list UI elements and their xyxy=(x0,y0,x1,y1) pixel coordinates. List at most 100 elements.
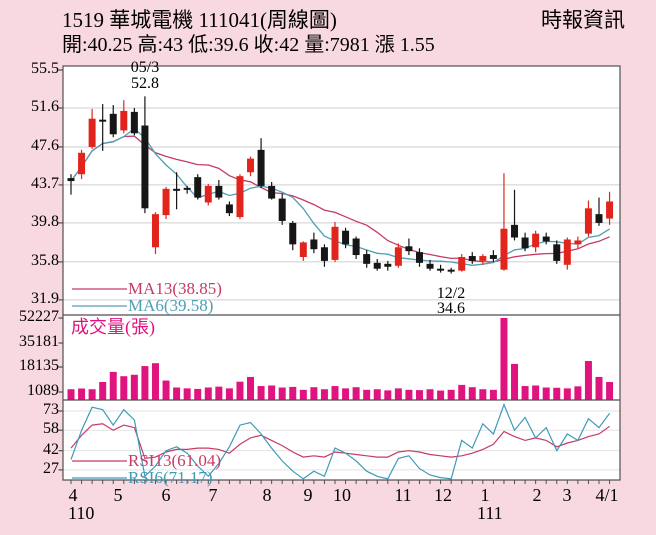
volume-bar xyxy=(236,381,244,400)
volume-bar xyxy=(173,387,181,400)
volume-bar xyxy=(405,389,413,400)
candle-down xyxy=(257,149,265,186)
volume-bar xyxy=(384,390,392,400)
candle-down xyxy=(320,247,328,261)
month-label: 10 xyxy=(333,485,351,505)
volume-bar xyxy=(204,387,212,400)
candle-down xyxy=(595,214,603,223)
volume-bar xyxy=(479,389,487,400)
volume-bar xyxy=(363,389,371,400)
candle-down xyxy=(511,224,519,238)
candle-up xyxy=(151,214,159,248)
price-tick-label: 43.7 xyxy=(31,175,59,192)
candle-down xyxy=(310,239,318,250)
volume-bar xyxy=(532,385,540,400)
volume-bar xyxy=(373,389,381,400)
volume-bar xyxy=(342,388,350,400)
annotation-peak-value: 52.8 xyxy=(131,75,159,92)
brand-label: 時報資訊 xyxy=(541,8,625,32)
rsi-tick-label: 42 xyxy=(43,441,59,458)
rsi6-legend-label: RSI6(71.17) xyxy=(128,468,213,487)
volume-bar xyxy=(194,388,202,400)
volume-bar xyxy=(268,385,276,400)
candle-down xyxy=(363,254,371,264)
price-tick-label: 35.8 xyxy=(31,252,59,269)
candle-down xyxy=(437,268,445,271)
ma13-line xyxy=(70,135,610,263)
month-label: 8 xyxy=(262,485,272,505)
year-label: 110 xyxy=(68,503,95,523)
candle-down xyxy=(553,244,561,261)
volume-bar xyxy=(320,389,328,400)
volume-bar xyxy=(437,390,445,400)
candle-down xyxy=(373,262,381,269)
month-label: 7 xyxy=(208,485,218,505)
volume-bar xyxy=(521,386,529,400)
candle-up xyxy=(574,240,582,245)
annotation-peak-date: 05/3 xyxy=(130,59,160,76)
candle-down xyxy=(342,230,350,245)
volume-bar xyxy=(542,387,550,400)
month-label: 9 xyxy=(303,485,313,505)
candle-down xyxy=(173,188,181,191)
volume-bar xyxy=(595,376,603,400)
volume-bar xyxy=(109,371,117,400)
candle-up xyxy=(394,247,402,266)
candle-down xyxy=(130,111,138,134)
candle-up xyxy=(532,233,540,248)
volume-tick-label: 1089 xyxy=(27,382,59,399)
candle-down xyxy=(415,252,423,263)
volume-bar xyxy=(426,389,434,400)
candle-down xyxy=(225,204,233,214)
candle-down xyxy=(278,198,286,221)
ma6-legend-label: MA6(39.58) xyxy=(128,296,214,315)
volume-bar xyxy=(289,386,297,400)
candle-up xyxy=(299,242,307,258)
ma13-legend-label: MA13(38.85) xyxy=(128,279,222,298)
candle-down xyxy=(352,238,360,256)
ma6-line xyxy=(70,127,610,266)
volume-bar xyxy=(225,388,233,400)
candle-up xyxy=(458,257,466,271)
volume-bar xyxy=(141,366,149,400)
candle-up xyxy=(563,239,571,265)
volume-bar xyxy=(394,388,402,400)
volume-bar xyxy=(247,376,255,400)
volume-bar xyxy=(606,382,614,400)
volume-bar xyxy=(257,386,265,400)
candle-down xyxy=(268,185,276,199)
candle-down xyxy=(542,236,550,242)
candle-down xyxy=(521,237,529,249)
volume-bar xyxy=(352,387,360,400)
candle-down xyxy=(489,255,497,259)
volume-bar xyxy=(415,390,423,400)
volume-bar xyxy=(151,363,159,400)
volume-bar xyxy=(215,386,223,400)
volume-bar xyxy=(78,388,86,400)
candle-up xyxy=(78,152,86,175)
candle-up xyxy=(479,256,487,261)
candle-down xyxy=(426,263,434,269)
candle-down xyxy=(405,246,413,252)
month-label: 12 xyxy=(434,485,452,505)
month-label: 2 xyxy=(532,485,542,505)
volume-bar xyxy=(331,386,339,400)
volume-bar xyxy=(130,374,138,400)
volume-bar xyxy=(553,387,561,400)
month-label: 1 xyxy=(480,485,490,505)
rsi-tick-label: 58 xyxy=(43,420,59,437)
candle-up xyxy=(236,176,244,218)
volume-bar xyxy=(67,389,75,400)
candle-down xyxy=(468,256,476,261)
rsi13-legend-label: RSI13(61.04) xyxy=(128,451,222,470)
price-tick-label: 39.8 xyxy=(31,213,59,230)
candle-down xyxy=(194,177,202,198)
month-label: 4/1 xyxy=(595,485,619,505)
volume-pane-title: 成交量(張) xyxy=(71,317,155,337)
candle-up xyxy=(247,158,255,173)
price-tick-label: 47.6 xyxy=(31,137,59,154)
rsi13-line xyxy=(70,423,610,460)
volume-tick-label: 52227 xyxy=(19,308,59,325)
